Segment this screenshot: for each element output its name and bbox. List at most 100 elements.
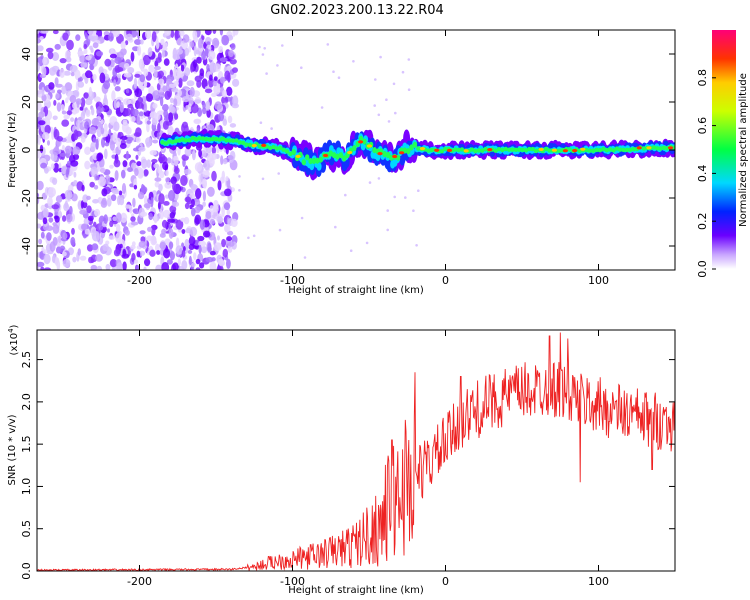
noise-mark [184,147,192,157]
noise-mark [113,121,120,132]
noise-mark [172,182,177,192]
noise-mark [66,213,73,223]
noise-mark [225,176,229,182]
noise-mark [154,65,161,71]
noise-mark [95,254,103,262]
snr-ytick-label: 1.0 [20,478,33,496]
noise-mark [95,50,104,57]
noise-mark [43,253,51,265]
noise-mark [148,212,153,221]
noise-mark [199,68,205,77]
signal-mark [671,145,675,150]
noise-mark [52,115,58,121]
noise-mark [165,194,169,199]
noise-mark [133,259,139,264]
noise-mark [189,86,195,98]
signal-mark [476,148,482,153]
snr-xtick-label: -100 [280,575,305,588]
noise-mark [38,238,43,245]
noise-mark [55,83,63,88]
signal-peak-mark [251,144,257,148]
noise-mark [55,246,62,254]
fringe-mark [404,196,407,199]
noise-mark [115,137,121,147]
noise-mark [174,113,179,120]
fringe-mark [247,236,250,240]
noise-mark [164,30,172,36]
signal-mark [520,147,525,152]
fringe-mark [259,121,263,124]
noise-mark [119,101,124,113]
noise-mark [38,120,46,126]
noise-mark [155,57,162,63]
noise-mark [146,159,151,169]
noise-mark [96,127,102,138]
signal-mark [320,160,327,173]
noise-mark [71,108,78,115]
noise-mark [62,32,69,41]
noise-mark [116,101,120,108]
noise-mark [205,256,214,263]
noise-mark [119,243,123,249]
signal-peak-mark [580,147,586,151]
signal-peak-mark [419,147,426,151]
noise-mark [130,51,135,62]
noise-mark [122,160,128,168]
signal-mark [591,148,596,153]
signal-mark [207,137,212,142]
noise-mark [52,224,60,234]
signal-peak-mark [377,152,383,156]
noise-mark [219,176,225,184]
noise-mark [153,212,158,222]
noise-mark [127,104,134,109]
fringe-mark [238,175,241,178]
noise-mark [218,46,224,53]
noise-mark [136,264,140,270]
fringe-mark [276,64,279,67]
noise-mark [72,153,80,160]
noise-mark [149,249,156,257]
noise-mark [51,52,60,61]
noise-mark [184,67,191,77]
noise-mark [151,31,157,42]
noise-mark [203,160,211,171]
noise-mark [109,164,114,169]
noise-mark [226,208,230,216]
signal-mark [385,151,391,159]
noise-mark [53,99,57,106]
signal-mark [416,146,421,151]
spectrogram-ytick-label: -20 [20,189,33,207]
noise-mark [207,186,215,197]
noise-mark [181,229,186,234]
noise-mark [109,140,115,151]
noise-mark [163,109,169,119]
noise-mark [187,103,193,113]
noise-mark [127,67,135,74]
noise-mark [190,184,198,191]
noise-mark [122,248,127,257]
noise-mark [168,228,174,239]
noise-mark [206,108,211,118]
noise-mark [214,101,223,111]
snr-xlabel: Height of straight line (km) [288,585,424,596]
noise-mark [132,197,136,208]
noise-mark [147,226,153,232]
signal-peak-mark [562,149,569,153]
noise-mark [63,114,70,120]
spectrogram-ytick-label: 40 [20,47,33,61]
noise-mark [144,258,151,267]
signal-mark [288,151,293,157]
signal-mark [177,138,182,143]
snr-marks [37,332,675,571]
fringe-mark [365,241,369,245]
noise-mark [149,150,157,156]
signal-mark [443,146,448,152]
noise-mark [41,66,47,77]
noise-mark [94,208,101,217]
noise-mark [177,258,181,267]
noise-mark [66,110,73,115]
noise-mark [163,201,170,206]
noise-mark [50,163,55,170]
noise-mark [159,170,165,179]
fringe-mark [258,45,261,49]
